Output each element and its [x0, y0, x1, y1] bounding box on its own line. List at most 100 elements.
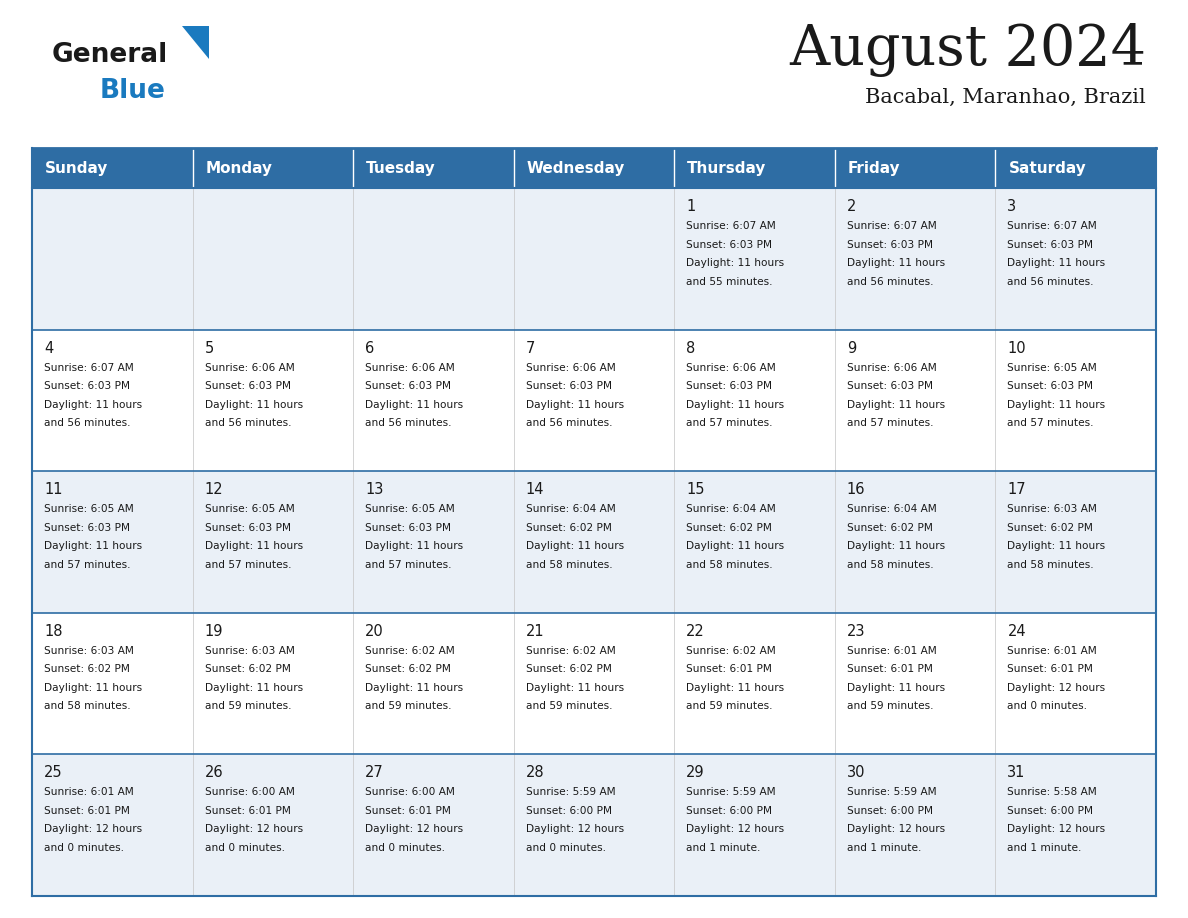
Bar [513, 330, 675, 471]
Text: Daylight: 12 hours: Daylight: 12 hours [526, 824, 624, 834]
Text: Sunrise: 6:06 AM: Sunrise: 6:06 AM [847, 363, 936, 373]
Text: and 1 minute.: and 1 minute. [847, 843, 921, 853]
Text: and 59 minutes.: and 59 minutes. [365, 701, 451, 711]
Bar [32, 755, 192, 896]
Bar [675, 613, 835, 755]
Text: Daylight: 12 hours: Daylight: 12 hours [365, 824, 463, 834]
Text: Daylight: 11 hours: Daylight: 11 hours [687, 542, 784, 551]
Text: Sunset: 6:00 PM: Sunset: 6:00 PM [526, 806, 612, 816]
Text: Daylight: 11 hours: Daylight: 11 hours [847, 258, 944, 268]
Text: and 58 minutes.: and 58 minutes. [687, 560, 773, 570]
Text: 8: 8 [687, 341, 695, 355]
Text: Sunrise: 5:59 AM: Sunrise: 5:59 AM [526, 788, 615, 798]
Bar [675, 755, 835, 896]
Text: and 57 minutes.: and 57 minutes. [204, 560, 291, 570]
Text: Daylight: 12 hours: Daylight: 12 hours [1007, 824, 1106, 834]
Bar [32, 471, 192, 613]
Text: Sunrise: 6:01 AM: Sunrise: 6:01 AM [1007, 645, 1098, 655]
Bar [835, 613, 996, 755]
Bar [835, 755, 996, 896]
Text: Sunset: 6:03 PM: Sunset: 6:03 PM [44, 381, 129, 391]
Text: General: General [52, 42, 169, 68]
Bar [835, 330, 996, 471]
Text: Daylight: 12 hours: Daylight: 12 hours [1007, 683, 1106, 693]
Text: Sunrise: 6:03 AM: Sunrise: 6:03 AM [204, 645, 295, 655]
Text: and 1 minute.: and 1 minute. [1007, 843, 1082, 853]
Text: Daylight: 11 hours: Daylight: 11 hours [687, 258, 784, 268]
Bar [353, 471, 513, 613]
Text: Daylight: 11 hours: Daylight: 11 hours [687, 683, 784, 693]
Text: 4: 4 [44, 341, 53, 355]
Text: and 0 minutes.: and 0 minutes. [526, 843, 606, 853]
Bar [675, 330, 835, 471]
Text: and 57 minutes.: and 57 minutes. [687, 418, 772, 428]
Text: Daylight: 11 hours: Daylight: 11 hours [526, 542, 624, 551]
Text: Daylight: 11 hours: Daylight: 11 hours [44, 542, 143, 551]
Text: Sunrise: 6:02 AM: Sunrise: 6:02 AM [687, 645, 776, 655]
Text: Sunset: 6:02 PM: Sunset: 6:02 PM [365, 665, 451, 675]
Text: Friday: Friday [848, 161, 901, 175]
Text: Sunset: 6:02 PM: Sunset: 6:02 PM [687, 522, 772, 532]
Text: and 56 minutes.: and 56 minutes. [365, 418, 451, 428]
Text: Sunset: 6:01 PM: Sunset: 6:01 PM [1007, 665, 1093, 675]
Text: Monday: Monday [206, 161, 272, 175]
Text: 5: 5 [204, 341, 214, 355]
Text: Wednesday: Wednesday [526, 161, 625, 175]
Text: Sunset: 6:01 PM: Sunset: 6:01 PM [44, 806, 129, 816]
Text: Daylight: 11 hours: Daylight: 11 hours [44, 399, 143, 409]
Text: 12: 12 [204, 482, 223, 498]
Text: Daylight: 11 hours: Daylight: 11 hours [1007, 258, 1106, 268]
Text: Sunset: 6:01 PM: Sunset: 6:01 PM [365, 806, 451, 816]
Bar [353, 755, 513, 896]
Text: Sunset: 6:03 PM: Sunset: 6:03 PM [526, 381, 612, 391]
Text: 30: 30 [847, 766, 865, 780]
Text: Sunrise: 6:06 AM: Sunrise: 6:06 AM [365, 363, 455, 373]
Text: 22: 22 [687, 624, 704, 639]
Text: Sunset: 6:03 PM: Sunset: 6:03 PM [847, 240, 933, 250]
Text: Daylight: 11 hours: Daylight: 11 hours [1007, 542, 1106, 551]
Text: Daylight: 11 hours: Daylight: 11 hours [44, 683, 143, 693]
Text: and 58 minutes.: and 58 minutes. [847, 560, 934, 570]
Text: and 0 minutes.: and 0 minutes. [204, 843, 285, 853]
Bar [192, 330, 353, 471]
Text: and 56 minutes.: and 56 minutes. [204, 418, 291, 428]
Bar [32, 188, 192, 330]
Bar [996, 188, 1156, 330]
Text: Sunset: 6:02 PM: Sunset: 6:02 PM [526, 665, 612, 675]
Bar [996, 148, 1156, 188]
Bar [675, 471, 835, 613]
Text: Sunrise: 6:05 AM: Sunrise: 6:05 AM [204, 504, 295, 514]
Text: 13: 13 [365, 482, 384, 498]
Text: Sunset: 6:00 PM: Sunset: 6:00 PM [687, 806, 772, 816]
Text: Daylight: 11 hours: Daylight: 11 hours [526, 399, 624, 409]
Text: 9: 9 [847, 341, 857, 355]
Text: 26: 26 [204, 766, 223, 780]
Text: Sunset: 6:02 PM: Sunset: 6:02 PM [44, 665, 129, 675]
Bar [353, 148, 513, 188]
Text: and 55 minutes.: and 55 minutes. [687, 276, 772, 286]
Text: 27: 27 [365, 766, 384, 780]
Text: Blue: Blue [100, 78, 166, 104]
Bar [835, 188, 996, 330]
Text: Sunrise: 6:07 AM: Sunrise: 6:07 AM [1007, 221, 1098, 231]
Bar [192, 755, 353, 896]
Text: Sunrise: 6:07 AM: Sunrise: 6:07 AM [44, 363, 134, 373]
Bar [353, 613, 513, 755]
Bar [32, 330, 192, 471]
Text: Daylight: 11 hours: Daylight: 11 hours [1007, 399, 1106, 409]
Text: Sunday: Sunday [45, 161, 108, 175]
Text: Sunrise: 6:01 AM: Sunrise: 6:01 AM [44, 788, 134, 798]
Text: Daylight: 11 hours: Daylight: 11 hours [204, 399, 303, 409]
Text: August 2024: August 2024 [789, 22, 1146, 77]
Text: 18: 18 [44, 624, 63, 639]
Text: and 59 minutes.: and 59 minutes. [687, 701, 772, 711]
Text: Sunset: 6:00 PM: Sunset: 6:00 PM [847, 806, 933, 816]
Bar [192, 613, 353, 755]
Text: 19: 19 [204, 624, 223, 639]
Text: Sunset: 6:03 PM: Sunset: 6:03 PM [204, 381, 291, 391]
Bar [192, 471, 353, 613]
Text: and 59 minutes.: and 59 minutes. [847, 701, 934, 711]
Text: Sunset: 6:03 PM: Sunset: 6:03 PM [365, 381, 451, 391]
Text: Sunrise: 6:06 AM: Sunrise: 6:06 AM [526, 363, 615, 373]
Text: and 57 minutes.: and 57 minutes. [1007, 418, 1094, 428]
